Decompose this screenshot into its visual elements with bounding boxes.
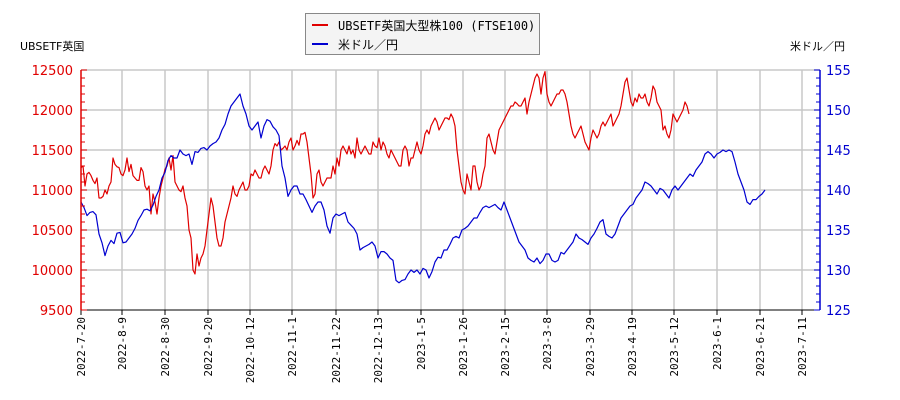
chart-legend: UBSETF英国大型株100 (FTSE100) 米ドル／円 — [305, 13, 540, 55]
svg-text:145: 145 — [826, 144, 851, 159]
svg-text:12500: 12500 — [32, 64, 73, 79]
svg-text:2022-11-1: 2022-11-1 — [286, 317, 299, 377]
svg-text:2023-6-21: 2023-6-21 — [754, 317, 767, 377]
svg-text:2022-8-9: 2022-8-9 — [116, 317, 129, 370]
svg-text:2022-10-12: 2022-10-12 — [244, 317, 257, 383]
axes: 2022-7-20 2022-8-9 2022-8-30 2022-9-20 2022-… — [32, 64, 851, 383]
right-axis-title: 米ドル／円 — [790, 40, 845, 53]
svg-text:2023-1-26: 2023-1-26 — [457, 317, 470, 377]
svg-text:150: 150 — [826, 104, 851, 119]
svg-text:2022-12-13: 2022-12-13 — [372, 317, 385, 383]
svg-text:135: 135 — [826, 224, 851, 239]
legend-label-usdjpy: 米ドル／円 — [338, 37, 399, 52]
svg-text:9500: 9500 — [40, 304, 73, 319]
left-axis-title: UBSETF英国 — [20, 40, 85, 53]
svg-text:130: 130 — [826, 264, 851, 279]
svg-text:2023-2-15: 2023-2-15 — [499, 317, 512, 377]
svg-text:155: 155 — [826, 64, 851, 79]
svg-text:125: 125 — [826, 304, 851, 319]
series-lines — [80, 70, 766, 284]
svg-text:10500: 10500 — [32, 224, 73, 239]
svg-text:12000: 12000 — [32, 104, 73, 119]
svg-text:2022-7-20: 2022-7-20 — [75, 317, 88, 377]
legend-label-ftse: UBSETF英国大型株100 (FTSE100) — [338, 18, 536, 33]
svg-text:2023-5-12: 2023-5-12 — [668, 317, 681, 377]
svg-text:2023-3-8: 2023-3-8 — [541, 317, 554, 370]
svg-text:2023-1-5: 2023-1-5 — [415, 317, 428, 370]
legend-swatch-blue — [312, 43, 328, 45]
svg-text:2023-7-11: 2023-7-11 — [796, 317, 809, 377]
svg-text:2023-4-19: 2023-4-19 — [626, 317, 639, 377]
svg-text:2023-3-29: 2023-3-29 — [584, 317, 597, 377]
gridlines — [81, 69, 820, 310]
legend-item-ftse: UBSETF英国大型株100 (FTSE100) — [312, 16, 535, 34]
svg-text:10000: 10000 — [32, 264, 73, 279]
svg-text:2023-6-1: 2023-6-1 — [711, 317, 724, 370]
svg-text:140: 140 — [826, 184, 851, 199]
svg-text:2022-11-22: 2022-11-22 — [330, 317, 343, 383]
svg-text:11500: 11500 — [32, 144, 73, 159]
legend-swatch-red — [312, 24, 328, 26]
svg-text:11000: 11000 — [32, 184, 73, 199]
legend-item-usdjpy: 米ドル／円 — [312, 35, 398, 53]
svg-text:2022-8-30: 2022-8-30 — [159, 317, 172, 377]
svg-text:2022-9-20: 2022-9-20 — [202, 317, 215, 377]
